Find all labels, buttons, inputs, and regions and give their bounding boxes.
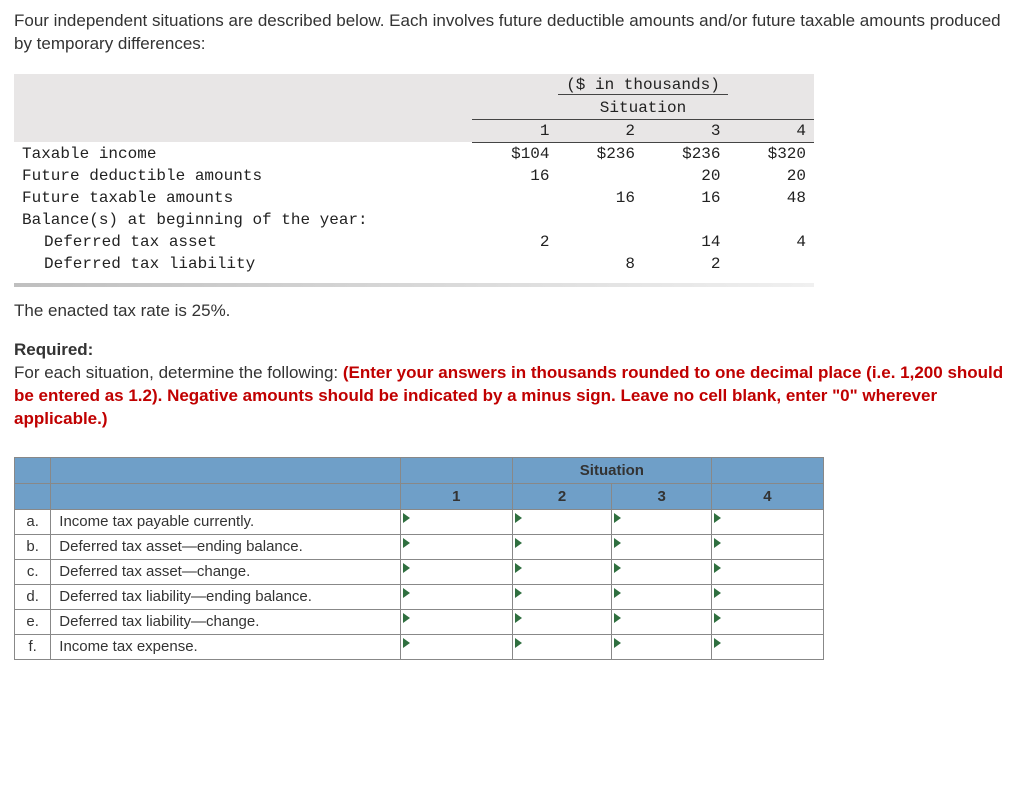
data-cell — [729, 209, 815, 231]
data-row-label: Future deductible amounts — [14, 165, 472, 187]
answer-input-cell[interactable] — [711, 559, 823, 584]
answer-input-cell[interactable] — [612, 559, 712, 584]
required-block: Required: For each situation, determine … — [14, 339, 1010, 431]
data-cell: $104 — [472, 142, 558, 165]
answer-input-cell[interactable] — [512, 559, 612, 584]
answer-col-3: 3 — [612, 483, 712, 509]
data-cell — [472, 253, 558, 275]
data-cell — [643, 209, 729, 231]
col-header-2: 2 — [558, 119, 644, 142]
answer-input-cell[interactable] — [512, 609, 612, 634]
answer-group-header: Situation — [512, 457, 711, 483]
answer-input-cell[interactable] — [711, 534, 823, 559]
given-data-table: ($ in thousands) Situation 1 2 3 4 Taxab… — [14, 74, 814, 275]
data-cell: 14 — [643, 231, 729, 253]
answer-input-cell[interactable] — [612, 534, 712, 559]
answer-row-letter: f. — [15, 634, 51, 659]
data-cell: 2 — [643, 253, 729, 275]
answer-input-cell[interactable] — [400, 634, 512, 659]
intro-text: Four independent situations are describe… — [14, 10, 1010, 56]
data-cell — [558, 231, 644, 253]
answer-row-letter: d. — [15, 584, 51, 609]
data-cell — [729, 253, 815, 275]
answer-row-letter: e. — [15, 609, 51, 634]
answer-input-cell[interactable] — [400, 509, 512, 534]
data-cell: 4 — [729, 231, 815, 253]
unit-header: ($ in thousands) — [558, 76, 728, 95]
data-cell: 16 — [558, 187, 644, 209]
answer-input-cell[interactable] — [400, 534, 512, 559]
data-cell: $236 — [558, 142, 644, 165]
data-cell: 2 — [472, 231, 558, 253]
answer-input-cell[interactable] — [612, 584, 712, 609]
data-cell: 8 — [558, 253, 644, 275]
data-cell — [472, 187, 558, 209]
col-header-1: 1 — [472, 119, 558, 142]
answer-input-cell[interactable] — [612, 634, 712, 659]
answer-row-letter: a. — [15, 509, 51, 534]
answer-row-label: Income tax payable currently. — [51, 509, 401, 534]
answer-input-cell[interactable] — [711, 509, 823, 534]
col-header-3: 3 — [643, 119, 729, 142]
data-cell: 16 — [472, 165, 558, 187]
data-cell: 16 — [643, 187, 729, 209]
separator-bar — [14, 283, 814, 287]
data-cell: 20 — [643, 165, 729, 187]
answer-input-cell[interactable] — [400, 609, 512, 634]
data-row-label: Deferred tax liability — [14, 253, 472, 275]
data-cell: 48 — [729, 187, 815, 209]
answer-input-cell[interactable] — [711, 609, 823, 634]
data-cell: 20 — [729, 165, 815, 187]
situation-header: Situation — [472, 97, 814, 120]
answer-input-cell[interactable] — [711, 634, 823, 659]
answer-row-letter: c. — [15, 559, 51, 584]
data-row-label: Future taxable amounts — [14, 187, 472, 209]
data-cell — [472, 209, 558, 231]
data-row-label: Deferred tax asset — [14, 231, 472, 253]
answer-table: Situation 1 2 3 4 a.Income tax payable c… — [14, 457, 824, 660]
answer-row-label: Deferred tax liability—change. — [51, 609, 401, 634]
answer-input-cell[interactable] — [512, 584, 612, 609]
answer-input-cell[interactable] — [400, 584, 512, 609]
answer-input-cell[interactable] — [512, 509, 612, 534]
tax-rate-text: The enacted tax rate is 25%. — [14, 301, 1010, 321]
data-cell: $320 — [729, 142, 815, 165]
answer-input-cell[interactable] — [400, 559, 512, 584]
answer-col-2: 2 — [512, 483, 612, 509]
answer-row-label: Deferred tax asset—ending balance. — [51, 534, 401, 559]
required-label: Required: — [14, 340, 93, 359]
answer-input-cell[interactable] — [512, 534, 612, 559]
answer-input-cell[interactable] — [612, 609, 712, 634]
answer-input-cell[interactable] — [612, 509, 712, 534]
answer-row-label: Deferred tax asset—change. — [51, 559, 401, 584]
col-header-4: 4 — [729, 119, 815, 142]
required-plain: For each situation, determine the follow… — [14, 363, 343, 382]
answer-row-label: Income tax expense. — [51, 634, 401, 659]
data-cell — [558, 165, 644, 187]
answer-col-4: 4 — [711, 483, 823, 509]
data-cell — [558, 209, 644, 231]
data-row-label: Taxable income — [14, 142, 472, 165]
answer-row-label: Deferred tax liability—ending balance. — [51, 584, 401, 609]
data-row-label: Balance(s) at beginning of the year: — [14, 209, 472, 231]
answer-input-cell[interactable] — [512, 634, 612, 659]
answer-input-cell[interactable] — [711, 584, 823, 609]
answer-row-letter: b. — [15, 534, 51, 559]
data-cell: $236 — [643, 142, 729, 165]
answer-col-1: 1 — [400, 483, 512, 509]
